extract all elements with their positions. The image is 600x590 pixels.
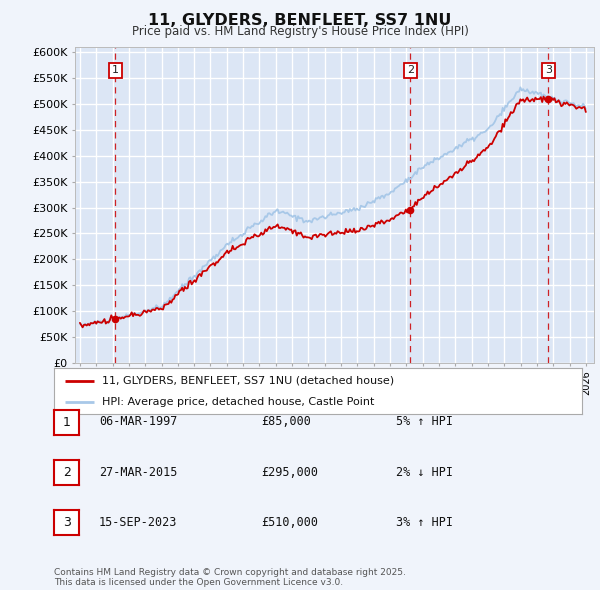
Text: 11, GLYDERS, BENFLEET, SS7 1NU: 11, GLYDERS, BENFLEET, SS7 1NU <box>148 13 452 28</box>
Text: £510,000: £510,000 <box>261 516 318 529</box>
Text: 2% ↓ HPI: 2% ↓ HPI <box>396 466 453 478</box>
Text: 3% ↑ HPI: 3% ↑ HPI <box>396 516 453 529</box>
Text: 15-SEP-2023: 15-SEP-2023 <box>99 516 178 529</box>
Text: £295,000: £295,000 <box>261 466 318 478</box>
Text: HPI: Average price, detached house, Castle Point: HPI: Average price, detached house, Cast… <box>101 396 374 407</box>
Text: 06-MAR-1997: 06-MAR-1997 <box>99 415 178 428</box>
Text: Contains HM Land Registry data © Crown copyright and database right 2025.
This d: Contains HM Land Registry data © Crown c… <box>54 568 406 587</box>
Text: 27-MAR-2015: 27-MAR-2015 <box>99 466 178 478</box>
Text: 3: 3 <box>545 65 552 76</box>
Text: 11, GLYDERS, BENFLEET, SS7 1NU (detached house): 11, GLYDERS, BENFLEET, SS7 1NU (detached… <box>101 376 394 386</box>
Text: 5% ↑ HPI: 5% ↑ HPI <box>396 415 453 428</box>
Text: 1: 1 <box>112 65 119 76</box>
Text: 2: 2 <box>62 466 71 479</box>
Text: Price paid vs. HM Land Registry's House Price Index (HPI): Price paid vs. HM Land Registry's House … <box>131 25 469 38</box>
Text: 3: 3 <box>62 516 71 529</box>
Text: £85,000: £85,000 <box>261 415 311 428</box>
Text: 2: 2 <box>407 65 414 76</box>
Text: 1: 1 <box>62 416 71 429</box>
